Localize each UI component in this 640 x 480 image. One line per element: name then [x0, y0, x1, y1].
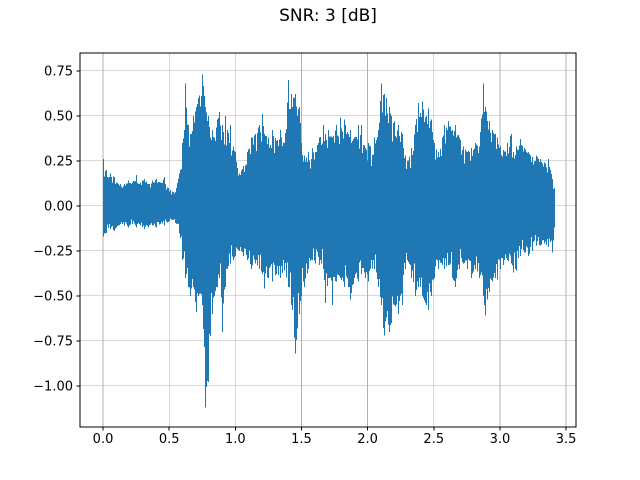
y-tick-label: −0.75: [33, 334, 73, 349]
waveform-line: [103, 74, 555, 408]
y-tick-label: 0.25: [44, 154, 73, 169]
y-tick-label: 0.50: [44, 109, 73, 124]
x-tick-label: 1.0: [225, 432, 246, 447]
x-tick-label: 3.0: [490, 432, 511, 447]
x-tick-label: 0.0: [93, 432, 114, 447]
x-tick-label: 3.5: [556, 432, 577, 447]
y-tick-label: 0.00: [44, 199, 73, 214]
x-tick-label: 0.5: [159, 432, 180, 447]
x-tick-label: 1.5: [291, 432, 312, 447]
axes-frame: [79, 52, 577, 428]
x-tick-label: 2.5: [423, 432, 444, 447]
y-tick-label: −0.50: [33, 289, 73, 304]
y-tick-label: 0.75: [44, 64, 73, 79]
x-tick-label: 2.0: [357, 432, 378, 447]
y-tick-label: −1.00: [33, 379, 73, 394]
chart-title: SNR: 3 [dB]: [279, 6, 377, 26]
y-tick-label: −0.25: [33, 244, 73, 259]
